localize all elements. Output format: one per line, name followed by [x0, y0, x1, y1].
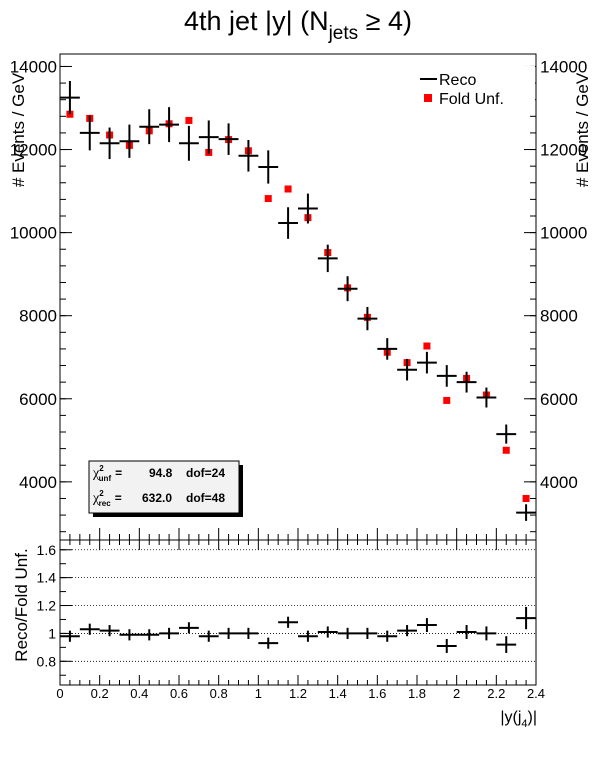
lower-gridlines — [60, 549, 536, 662]
upper-ylabel-right: # Events / GeV — [573, 72, 592, 187]
legend-fold-label: Fold Unf. — [439, 91, 504, 108]
lower-xtick-label: 2.2 — [487, 686, 505, 701]
upper-ytick-label-left: 14000 — [10, 57, 57, 76]
upper-ytick-label-right: 8000 — [540, 307, 578, 326]
fold-unf-point — [423, 342, 431, 350]
fold-unf-point — [284, 185, 292, 193]
lower-xtick-label: 1.2 — [289, 686, 307, 701]
lower-xtick-label: 2 — [453, 686, 460, 701]
title-tail: ≥ 4) — [358, 6, 412, 36]
lower-xtick-label: 1.6 — [368, 686, 386, 701]
stats-rec-row: χ2 rec = 632.0 dof=48 — [92, 489, 225, 508]
legend-box — [415, 66, 535, 108]
upper-data-marks — [60, 81, 536, 521]
lower-ytick-label: 1.2 — [37, 598, 57, 614]
title-sub: jets — [328, 23, 359, 44]
lower-xtick-label: 0.4 — [130, 686, 148, 701]
upper-ytick-label-right: 14000 — [540, 57, 587, 76]
lower-ytick-label: 1.6 — [37, 542, 57, 558]
stats-box — [88, 460, 240, 514]
lower-ytick-label: 1.4 — [37, 570, 57, 586]
lower-xtick-label: 0 — [56, 686, 63, 701]
upper-panel: 4000 4000 6000 6000 8000 8000 10000 10000 12000 1… — [9, 53, 592, 541]
lower-xtick-label: 2.4 — [527, 686, 545, 701]
lower-xlabel: |y(j4)| — [500, 709, 537, 730]
fold-unf-point — [502, 446, 510, 454]
upper-ytick-label-right: 4000 — [540, 473, 578, 492]
lower-xtick-label: 1 — [255, 686, 262, 701]
upper-ytick-label-left: 12000 — [10, 141, 57, 160]
upper-ytick-label-left: 10000 — [10, 224, 57, 243]
lower-panel: 0.8 1 1.2 1.4 1.6 0 0.2 0.4 0.6 0.8 1 1.2 1.4 1.6 1.8 2… — [12, 539, 545, 730]
upper-ytick-label-right: 10000 — [540, 224, 587, 243]
title-main: 4th jet |y| (N — [184, 6, 329, 36]
lower-frame — [59, 539, 537, 686]
legend-reco-label: Reco — [439, 72, 476, 89]
lower-axis-ticks: 0.8 1 1.2 1.4 1.6 0 0.2 0.4 0.6 0.8 1 1.2 1.4 1.6 1.8 2… — [37, 540, 545, 701]
lower-ytick-label: 0.8 — [37, 653, 57, 669]
legend: Reco Fold Unf. — [415, 66, 535, 108]
chart-title: 4th jet |y| (Njets ≥ 4) — [184, 6, 412, 44]
fold-unf-point — [522, 494, 530, 502]
lower-xtick-label: 0.6 — [170, 686, 188, 701]
upper-ytick-label-right: 12000 — [540, 141, 587, 160]
lower-xtick-label: 1.4 — [329, 686, 347, 701]
lower-xtick-label: 1.8 — [408, 686, 426, 701]
legend-fold-marker — [424, 94, 432, 102]
lower-xtick-label: 0.2 — [91, 686, 109, 701]
upper-ytick-label-left: 8000 — [19, 307, 57, 326]
lower-xtick-label: 0.8 — [210, 686, 228, 701]
lower-ylabel: Reco/Fold Unf. — [12, 548, 31, 661]
fold-unf-point — [264, 195, 272, 203]
upper-ytick-label-right: 6000 — [540, 390, 578, 409]
upper-ylabel-left: # Events / GeV — [9, 72, 28, 187]
stats-unf-row: χ2 unf = 94.8 dof=24 — [92, 464, 225, 483]
fold-unf-point — [443, 396, 451, 404]
fold-unf-point — [185, 116, 193, 124]
upper-ytick-label-left: 4000 — [19, 473, 57, 492]
upper-ytick-label-left: 6000 — [19, 390, 57, 409]
lower-ytick-label: 1 — [48, 625, 56, 641]
chi2-stats-box: χ2 unf = 94.8 dof=24 χ2 rec = 632.0 dof=48 — [88, 460, 243, 517]
upper-axis-ticks: 4000 4000 6000 6000 8000 8000 10000 10000 12000 1… — [10, 57, 587, 540]
lower-data-marks — [60, 606, 536, 653]
